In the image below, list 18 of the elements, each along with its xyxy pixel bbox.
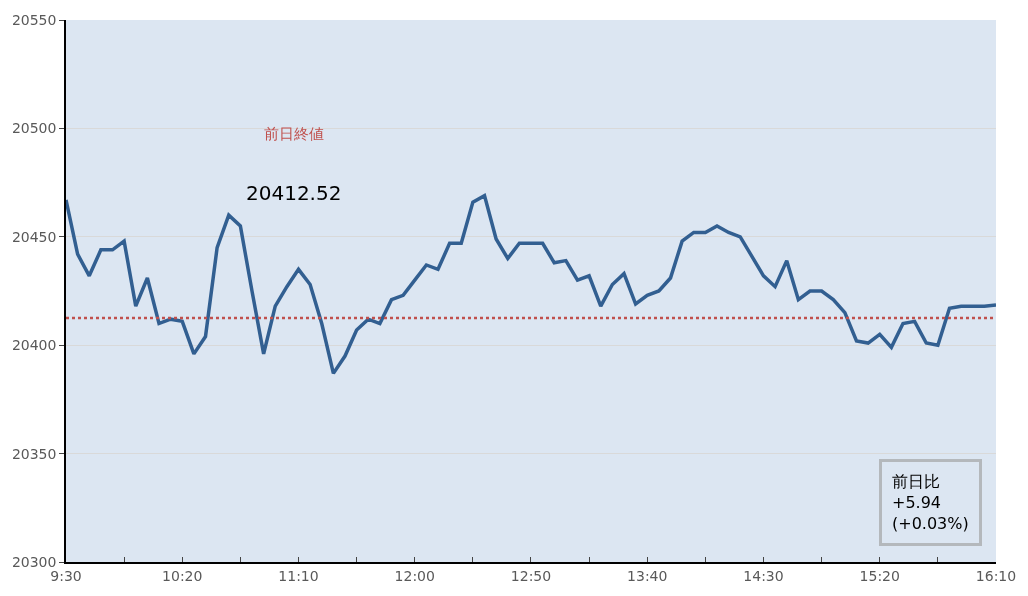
x-tick-label: 11:10: [278, 567, 319, 584]
y-tick-label: 20400: [11, 337, 57, 354]
y-tick-label: 20300: [11, 553, 57, 570]
x-tick-label: 15:20: [859, 567, 900, 584]
annotation: 20412.52: [246, 181, 342, 205]
x-tick-label: 13:40: [627, 567, 668, 584]
x-tick-label: 16:10: [975, 567, 1017, 584]
annotation: 前日終値: [264, 125, 324, 143]
x-tick-label: 12:50: [510, 567, 552, 584]
x-tick-label: 12:00: [394, 567, 435, 584]
x-tick-label: 14:30: [743, 567, 784, 584]
y-tick-label: 20500: [11, 120, 57, 137]
x-tick-label: 9:30: [50, 567, 82, 584]
x-tick-label: 10:20: [162, 567, 203, 584]
y-tick-label: 20350: [11, 445, 57, 462]
annotation: 前日比 +5.94 (+0.03%): [892, 472, 969, 533]
y-tick-label: 20550: [11, 11, 57, 28]
y-tick-label: 20450: [11, 228, 57, 245]
